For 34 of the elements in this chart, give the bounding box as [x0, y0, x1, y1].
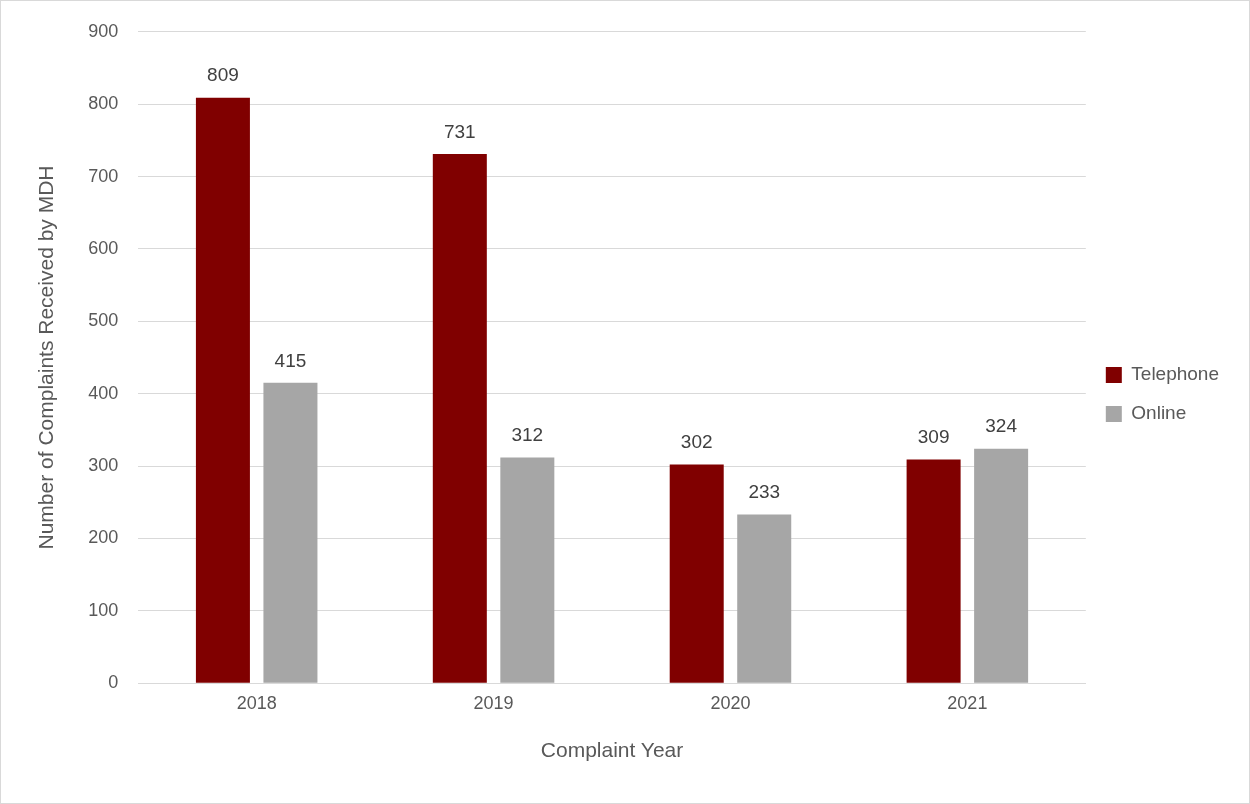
legend-label: Online [1131, 402, 1187, 424]
data-label: 309 [917, 426, 950, 448]
y-tick-label: 200 [88, 527, 119, 548]
y-tick-label: 600 [88, 237, 119, 258]
bar [669, 464, 724, 683]
x-tick-label: 2018 [236, 692, 277, 713]
bar [974, 448, 1029, 683]
data-label: 302 [680, 431, 713, 453]
legend-label: Telephone [1131, 363, 1220, 385]
data-label: 809 [207, 64, 239, 86]
y-tick-label: 100 [88, 599, 119, 620]
y-tick-label: 500 [88, 310, 119, 331]
x-tick-label: 2019 [473, 692, 514, 713]
y-tick-label: 700 [88, 165, 119, 186]
y-axis-title: Number of Complaints Received by MDH [34, 165, 58, 550]
y-tick-label: 800 [88, 93, 119, 114]
data-label: 415 [274, 349, 307, 371]
bar [432, 154, 487, 683]
bar [195, 97, 250, 683]
x-tick-label: 2021 [947, 692, 988, 713]
bar [737, 514, 792, 683]
y-tick-label: 300 [88, 455, 119, 476]
data-label: 233 [748, 481, 781, 503]
bar [906, 459, 961, 683]
x-axis-title: Complaint Year [540, 738, 684, 762]
bar [500, 457, 555, 683]
data-label: 731 [443, 120, 476, 142]
data-label: 312 [511, 424, 544, 446]
y-tick-label: 0 [108, 672, 119, 693]
data-label: 324 [985, 415, 1018, 437]
y-tick-label: 400 [88, 382, 119, 403]
bar [263, 382, 318, 683]
y-tick-label: 900 [88, 20, 119, 41]
x-tick-label: 2020 [710, 692, 751, 713]
